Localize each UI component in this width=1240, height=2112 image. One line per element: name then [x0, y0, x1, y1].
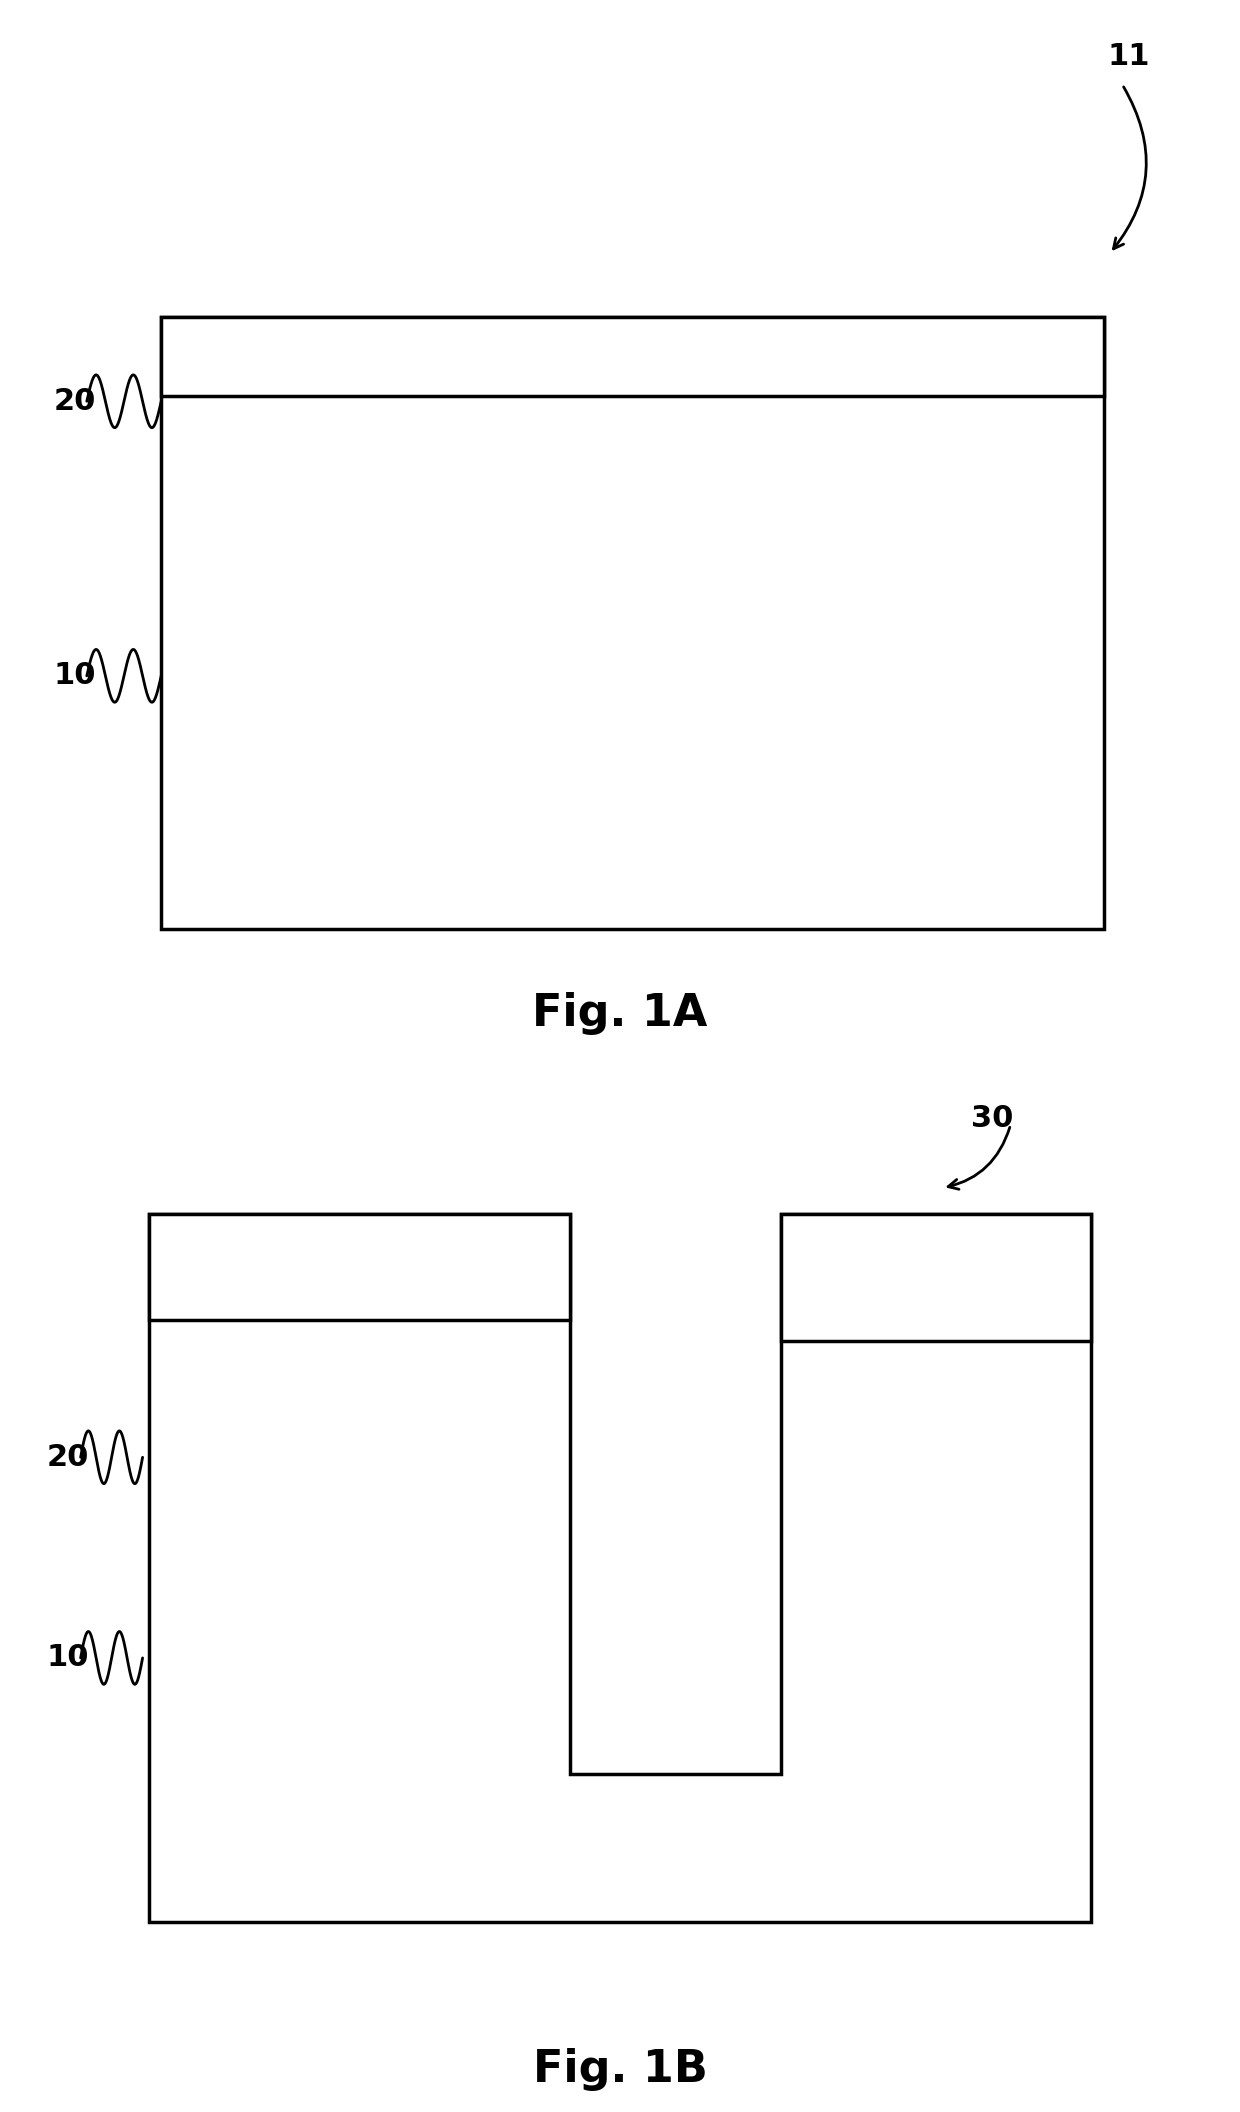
Text: Fig. 1B: Fig. 1B: [532, 2049, 708, 2091]
Text: 10: 10: [47, 1643, 89, 1673]
Bar: [161, 317, 1104, 397]
Bar: [149, 1214, 570, 1320]
Text: 30: 30: [971, 1102, 1013, 1132]
Text: Fig. 1A: Fig. 1A: [532, 993, 708, 1035]
Text: 20: 20: [47, 1442, 89, 1472]
Bar: [781, 1214, 1091, 1341]
Bar: [161, 317, 1104, 929]
Text: 20: 20: [53, 386, 95, 416]
Text: 11: 11: [1107, 42, 1149, 72]
Text: 10: 10: [53, 661, 95, 691]
PathPatch shape: [149, 1214, 1091, 1922]
